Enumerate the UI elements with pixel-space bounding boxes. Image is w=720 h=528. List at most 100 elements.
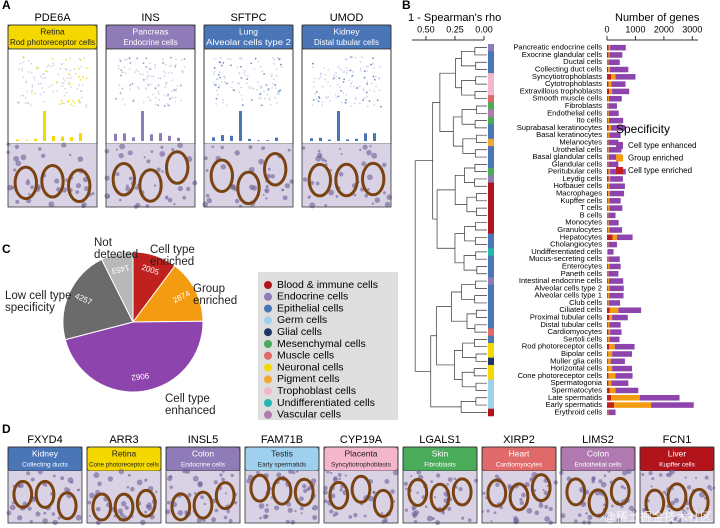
umap-point [238,72,241,75]
stained-structure [40,163,65,199]
nucleus [182,195,187,200]
nucleus [128,176,133,181]
category-label: Horizontal cells [551,364,603,373]
nucleus [171,147,175,152]
stained-structure [307,162,332,198]
umap-point [324,74,327,76]
nucleus [328,189,335,196]
umap-point [378,89,381,92]
bar-segment [612,351,633,357]
bar-segment [610,329,622,335]
nucleus [384,478,390,485]
bar-segment [607,132,610,138]
bar-segment [608,66,610,73]
category-label: Hepatocytes [560,232,602,241]
umap-point [168,72,170,74]
umap-point [67,77,69,80]
umap-point [128,88,131,90]
bar-segment [610,125,626,131]
umap-point [349,69,352,72]
nucleus [404,508,409,512]
stained-structure [111,161,136,197]
umap-point [276,101,279,104]
umap-point [64,87,67,90]
nucleus [603,513,609,519]
nucleus [686,485,692,490]
umap-point [183,57,186,60]
umap-point [275,68,278,71]
nucleus [51,512,56,516]
nucleus [524,481,530,488]
umap-point [70,103,73,106]
mini-bar [230,135,233,141]
umap-point [171,71,174,74]
umap-point [314,92,317,95]
umap-point [44,76,47,79]
nucleus [118,198,122,202]
legend-dot [264,387,272,396]
umap-point [223,76,226,79]
umap-point [365,69,368,72]
mini-bar [114,133,117,141]
dendrogram-branch [475,280,487,289]
pie-slice [64,320,204,393]
bar-segment [607,322,610,328]
umap-point [56,90,58,92]
mini-bar [16,139,19,141]
category-label: Leydig cells [562,174,602,183]
umap-point [25,80,28,83]
umap-point [350,83,353,85]
umap-point [215,97,218,100]
umap-point [19,62,22,65]
nucleus [42,518,48,524]
umap-point [277,90,280,93]
stained-structure [165,150,190,185]
mini-bar [141,111,144,141]
bar-segment [607,59,608,66]
bar-segment [607,212,608,219]
category-label: Late spermatids [548,393,602,402]
dendrogram-branch [464,226,476,242]
slice-value: 1453 [110,263,130,276]
umap-point [215,103,218,105]
umap-point [350,56,352,59]
umap-point [164,86,166,89]
umap-point [254,57,257,60]
umap-point [42,77,45,80]
mini-bar [310,138,313,141]
bar-segment [609,314,613,321]
umap-point [24,97,27,99]
nucleus [426,515,433,522]
nucleus [126,485,130,489]
legend-dot [264,340,272,348]
nucleus [223,515,228,520]
category-label: Ductal cells [563,57,602,66]
mini-bar [319,137,322,141]
umap-point [154,96,157,99]
card-frame [402,446,478,524]
umap-point [141,73,144,76]
mini-bar [177,137,180,141]
bar-segment [608,278,624,284]
group-strip [488,313,494,322]
umap-point [321,85,324,88]
umap-point [47,64,50,67]
x-tick-label: 3000 [682,24,702,34]
nucleus [662,490,667,494]
umap-point [274,84,277,86]
bar-segment [608,125,611,131]
nucleus [52,474,56,478]
nucleus [673,516,678,521]
x-tick-label: 0.00 [475,24,493,34]
nucleus [453,477,457,481]
nucleus [312,515,318,521]
category-label: Muller glia cells [550,356,602,365]
umap-point [273,58,276,61]
umap-point [220,57,222,60]
nucleus [436,473,441,478]
stained-structure [56,491,78,521]
nucleus [226,509,230,514]
umap-point [118,67,120,70]
bar-segment [612,314,628,321]
bar-segment [609,66,629,73]
